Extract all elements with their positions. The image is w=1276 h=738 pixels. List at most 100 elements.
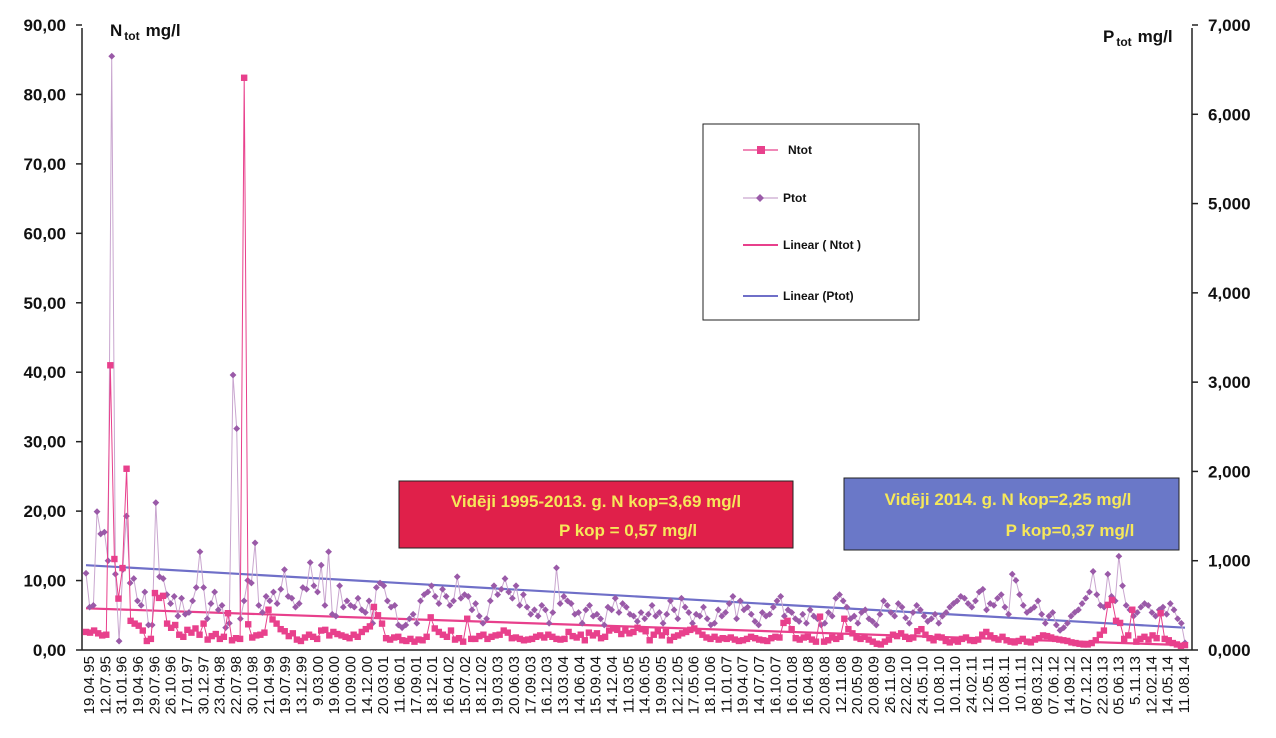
ptot-point bbox=[339, 603, 347, 611]
ntot-point bbox=[707, 635, 714, 643]
ntot-point bbox=[589, 632, 597, 639]
ptot-point bbox=[887, 609, 895, 616]
ptot-point bbox=[1008, 570, 1016, 578]
right-tick-label: 7,000 bbox=[1208, 16, 1251, 35]
ntot-point bbox=[269, 616, 276, 623]
ptot-point bbox=[1089, 568, 1097, 575]
ntot-point bbox=[557, 636, 564, 643]
ntot-point bbox=[1173, 641, 1181, 648]
x-tick-label: 16.12.03 bbox=[539, 656, 556, 714]
ntot-point bbox=[232, 634, 240, 642]
ntot-point bbox=[820, 638, 828, 645]
ptot-point bbox=[733, 615, 740, 623]
ntot-point bbox=[123, 465, 130, 472]
ptot-point bbox=[328, 610, 336, 618]
ptot-point bbox=[696, 612, 704, 620]
ptot-point bbox=[108, 52, 116, 60]
x-tick-label: 12.11.08 bbox=[833, 656, 850, 713]
ntot-point bbox=[135, 622, 142, 629]
ntot-point bbox=[192, 625, 199, 632]
ptot-point bbox=[112, 570, 119, 578]
ptot-point bbox=[361, 609, 369, 616]
annotation-2014-line1: Vidēji 2014. g. N kop=2,25 mg/l bbox=[885, 490, 1132, 509]
ptot-point bbox=[372, 584, 380, 591]
left-tick-label: 40,00 bbox=[23, 363, 66, 382]
ntot-point bbox=[897, 630, 905, 637]
ptot-point bbox=[839, 597, 847, 605]
ntot-point bbox=[362, 625, 370, 633]
left-tick-label: 30,00 bbox=[23, 433, 66, 452]
ptot-point bbox=[288, 594, 296, 602]
ptot-point bbox=[700, 603, 707, 611]
ntot-point bbox=[200, 620, 207, 627]
ptot-point bbox=[1100, 603, 1108, 611]
x-tick-label: 17.01.97 bbox=[179, 656, 196, 714]
ptot-point bbox=[990, 601, 998, 609]
ntot-point bbox=[500, 627, 507, 634]
ptot-point bbox=[273, 600, 281, 607]
ptot-point bbox=[424, 588, 432, 596]
ntot-point bbox=[382, 634, 390, 642]
ntot-point bbox=[609, 625, 617, 632]
ntot-point bbox=[674, 632, 682, 639]
x-tick-label: 22.07.98 bbox=[228, 656, 245, 714]
right-tick-label: 0,000 bbox=[1208, 641, 1251, 660]
ptot-point bbox=[354, 594, 362, 602]
ntot-point bbox=[691, 625, 698, 632]
ptot-point bbox=[391, 601, 399, 609]
ntot-point bbox=[403, 637, 410, 645]
ntot-point bbox=[399, 637, 406, 644]
ntot-point bbox=[1104, 601, 1112, 609]
ntot-point bbox=[885, 636, 893, 643]
ptot-point bbox=[380, 582, 388, 590]
ptot-point bbox=[736, 597, 744, 605]
ntot-point bbox=[999, 633, 1006, 641]
ptot-point bbox=[295, 600, 303, 607]
ntot-point bbox=[1181, 641, 1189, 649]
ntot-point bbox=[930, 637, 937, 644]
annotation-1995-2013-box bbox=[398, 480, 794, 549]
ptot-point bbox=[185, 609, 193, 616]
ntot-point bbox=[309, 633, 317, 641]
ptot-point bbox=[946, 603, 954, 611]
ptot-point bbox=[758, 609, 766, 616]
ptot-point bbox=[718, 612, 726, 620]
x-tick-label: 19.07.99 bbox=[277, 656, 294, 714]
ntot-point bbox=[873, 640, 880, 647]
ptot-point bbox=[435, 600, 443, 607]
ntot-point bbox=[427, 614, 434, 621]
ntot-point bbox=[837, 633, 844, 641]
ptot-point bbox=[1023, 609, 1031, 616]
ntot-point bbox=[366, 623, 374, 630]
ptot-point bbox=[468, 606, 476, 614]
left-tick-label: 90,00 bbox=[23, 16, 66, 35]
ntot-point bbox=[804, 633, 812, 641]
ntot-point bbox=[646, 637, 653, 644]
x-tick-label: 12.02.14 bbox=[1143, 656, 1160, 714]
ntot-point bbox=[520, 637, 528, 644]
ntot-point bbox=[1052, 635, 1059, 643]
ntot-point bbox=[901, 633, 909, 641]
ptot-point bbox=[1166, 600, 1174, 607]
legend-label-linear-ptot: Linear (Ptot) bbox=[783, 289, 854, 303]
ntot-point bbox=[605, 627, 613, 634]
ntot-point bbox=[585, 629, 593, 636]
ptot-point bbox=[869, 618, 876, 625]
ntot-point bbox=[1108, 596, 1116, 604]
ntot-point bbox=[833, 635, 840, 643]
right-tick-label: 1,000 bbox=[1208, 552, 1251, 571]
ptot-point bbox=[1148, 609, 1156, 616]
x-tick-label: 18.12.01 bbox=[424, 656, 441, 714]
ntot-point bbox=[731, 636, 739, 643]
annotation-2014-box bbox=[843, 477, 1180, 551]
x-tick-label: 20.08.08 bbox=[816, 656, 833, 714]
ntot-point bbox=[966, 637, 974, 644]
ntot-point bbox=[877, 641, 885, 648]
ptot-point bbox=[1049, 609, 1057, 616]
ntot-point bbox=[719, 634, 726, 642]
x-tick-label: 10.11.10 bbox=[947, 656, 964, 713]
ptot-point bbox=[593, 610, 601, 618]
ptot-point bbox=[104, 557, 112, 565]
ntot-point bbox=[889, 631, 897, 638]
x-tick-label: 15.07.02 bbox=[457, 656, 474, 714]
